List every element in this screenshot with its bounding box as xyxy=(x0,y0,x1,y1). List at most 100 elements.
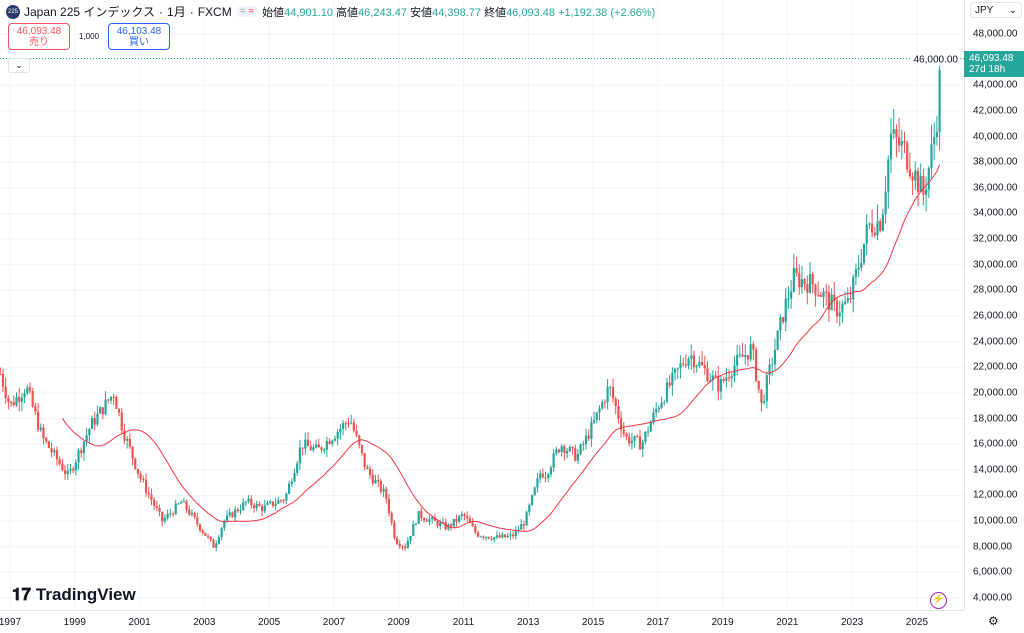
lightning-icon[interactable]: ⚡ xyxy=(930,592,947,609)
candle-down xyxy=(717,376,720,392)
candle-down xyxy=(271,501,274,506)
candle-down xyxy=(61,463,64,471)
price-chart[interactable] xyxy=(0,0,964,610)
candle-up xyxy=(458,516,461,522)
symbol-logo: 225 xyxy=(6,4,20,19)
candle-down xyxy=(123,430,126,441)
candle-down xyxy=(906,142,909,170)
candle-up xyxy=(341,423,345,429)
y-tick-label: 6,000.00 xyxy=(973,566,1012,578)
sell-button[interactable]: 46,093.48 売り xyxy=(8,23,70,50)
candle-up xyxy=(409,535,412,541)
candle-up xyxy=(336,431,339,439)
candle-up xyxy=(808,273,812,293)
candle-up xyxy=(539,473,542,479)
candle-down xyxy=(344,423,347,425)
symbol-name[interactable]: Japan 225 インデックス xyxy=(24,5,156,19)
candle-down xyxy=(377,479,380,481)
candle-down xyxy=(360,444,364,454)
candle-up xyxy=(765,375,768,402)
candle-up xyxy=(555,449,558,454)
candle-down xyxy=(58,459,61,464)
candle-down xyxy=(366,467,369,469)
candle-down xyxy=(463,514,466,516)
candle-down xyxy=(134,458,137,469)
candle-down xyxy=(236,509,239,512)
candle-down xyxy=(803,279,806,285)
candle-up xyxy=(790,291,793,299)
candle-up xyxy=(919,176,922,193)
candle-down xyxy=(250,498,253,506)
quantity[interactable]: 1,000 xyxy=(79,32,100,41)
y-tick-label: 30,000.00 xyxy=(973,259,1018,271)
candle-down xyxy=(754,349,758,381)
candle-up xyxy=(312,447,315,451)
candle-down xyxy=(379,480,382,492)
candle-down xyxy=(368,468,372,475)
candle-up xyxy=(768,364,771,376)
candle-down xyxy=(814,284,817,295)
candle-up xyxy=(687,358,690,366)
candle-down xyxy=(498,535,501,538)
candle-down xyxy=(760,389,763,403)
candle-down xyxy=(422,518,426,521)
candle-down xyxy=(7,398,10,402)
candle-down xyxy=(171,513,175,515)
candle-up xyxy=(485,536,488,538)
candle-up xyxy=(671,372,674,386)
candle-up xyxy=(66,470,69,474)
candle-up xyxy=(180,502,183,504)
candle-down xyxy=(746,355,750,360)
candle-up xyxy=(428,519,431,522)
candle-down xyxy=(93,418,96,425)
candle-down xyxy=(563,446,566,454)
candle-down xyxy=(476,532,480,537)
candle-down xyxy=(258,503,261,507)
candle-down xyxy=(204,532,207,536)
candle-down xyxy=(741,354,744,357)
candle-up xyxy=(665,382,669,402)
currency-select[interactable]: JPY ⌄ xyxy=(970,2,1022,18)
candle-up xyxy=(914,170,917,181)
status-pill[interactable]: = ≈ xyxy=(235,6,259,17)
candle-down xyxy=(622,429,625,434)
candle-up xyxy=(711,375,714,381)
candle-up xyxy=(304,439,307,449)
candle-down xyxy=(752,344,755,350)
buy-button[interactable]: 46,103.48 買い xyxy=(108,23,170,50)
candle-down xyxy=(795,268,798,274)
x-tick-label: 2013 xyxy=(517,617,540,628)
candle-down xyxy=(522,524,526,526)
candle-down xyxy=(320,447,323,450)
price-axis[interactable]: 48,000.00 46,000.00 44,000.00 42,000.00 40,0… xyxy=(911,0,1024,610)
candle-up xyxy=(606,387,609,403)
candle-down xyxy=(727,377,731,379)
settings-icon[interactable]: ⚙ xyxy=(988,614,999,628)
candle-up xyxy=(649,422,652,432)
candle-down xyxy=(306,439,310,446)
time-axis[interactable]: 1997 1999 2001 2003 2005 2007 2009 2011 2013 2015… xyxy=(0,610,964,633)
candle-up xyxy=(730,376,733,379)
candle-down xyxy=(117,408,121,413)
interval[interactable]: 1月 xyxy=(167,5,186,19)
change: +1,192.38 (+2.66%) xyxy=(558,6,656,19)
candle-down xyxy=(692,355,696,368)
separator: · xyxy=(189,4,194,19)
candle-up xyxy=(441,522,445,524)
y-tick-label: 48,000.00 xyxy=(973,28,1018,40)
candle-up xyxy=(709,380,712,382)
candle-down xyxy=(212,539,215,548)
candle-down xyxy=(482,536,485,538)
candle-up xyxy=(163,517,167,522)
candle-up xyxy=(339,428,342,432)
candle-down xyxy=(487,536,490,539)
x-tick-label: 1999 xyxy=(63,617,86,628)
tradingview-logo[interactable]: 𝟏𝟕 TradingView xyxy=(12,585,136,604)
candle-up xyxy=(784,298,787,323)
collapse-legend-button[interactable]: ⌄ xyxy=(8,58,30,73)
candle-up xyxy=(99,407,102,414)
candle-down xyxy=(617,406,620,419)
candle-down xyxy=(153,500,156,506)
candle-up xyxy=(582,444,585,446)
candle-down xyxy=(198,524,202,531)
